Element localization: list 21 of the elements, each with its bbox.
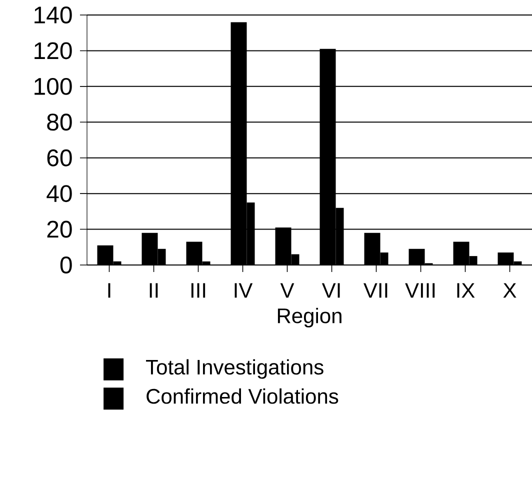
- x-tick-label: X: [503, 283, 516, 298]
- y-tick-label: 80: [47, 114, 72, 131]
- y-tick-label: 100: [34, 78, 72, 95]
- x-tick-label: IV: [234, 283, 253, 298]
- y-tick-label: 60: [47, 149, 72, 166]
- x-tick-label: V: [280, 283, 294, 298]
- x-tick-label: IX: [457, 283, 475, 298]
- y-tick-label: 20: [47, 220, 72, 238]
- y-tick-label: 140: [34, 6, 72, 24]
- x-tick-label: VIII: [405, 283, 435, 298]
- x-tick-label: I: [108, 283, 110, 298]
- legend-label: Total Investigations: [146, 359, 324, 379]
- x-tick-label: VII: [364, 283, 388, 298]
- x-tick-label: VI: [322, 283, 340, 298]
- y-tick-label: 0: [60, 256, 72, 274]
- x-tick-label: III: [191, 283, 206, 298]
- y-tick-label: 120: [34, 42, 72, 60]
- x-tick-label: II: [150, 283, 158, 298]
- x-axis-title: Region: [278, 308, 342, 328]
- legend-label: Confirmed Violations: [146, 388, 338, 404]
- y-tick-label: 40: [46, 185, 72, 202]
